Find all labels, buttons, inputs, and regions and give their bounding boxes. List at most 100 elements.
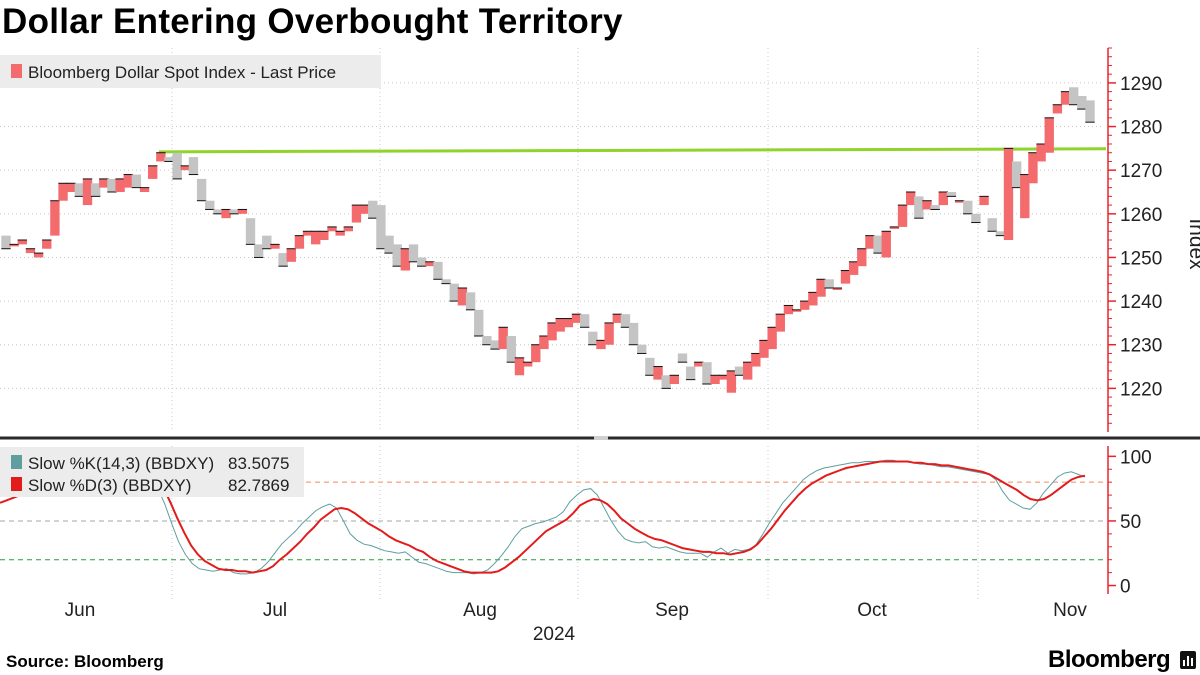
- slow-d-swatch: [11, 477, 22, 491]
- price-bar-down: [995, 231, 1006, 236]
- x-axis-month-label: Sep: [655, 600, 689, 621]
- price-bar-down: [408, 244, 419, 262]
- price-bar-up: [539, 336, 549, 350]
- price-bar-down: [131, 174, 142, 188]
- panel-divider-handle[interactable]: [594, 436, 608, 440]
- price-bar-up: [832, 288, 843, 290]
- price-bar-down: [433, 261, 443, 280]
- price-bar-up: [694, 362, 704, 367]
- price-bar-down: [645, 357, 655, 376]
- price-bar-up: [221, 209, 231, 219]
- price-bar-down: [368, 200, 378, 219]
- price-tick-label: 1220: [1120, 379, 1162, 400]
- price-bar-down: [1085, 100, 1095, 123]
- price-legend-label: Bloomberg Dollar Spot Index - Last Price: [28, 63, 336, 82]
- price-bar-down: [376, 205, 386, 249]
- price-bar-up: [237, 209, 248, 214]
- x-axis-labels: Jun Jul Aug Sep Oct Nov: [65, 600, 1088, 621]
- price-tick-label: 1250: [1120, 248, 1162, 269]
- price-bar-up: [816, 279, 826, 297]
- price-bar-down: [637, 344, 647, 354]
- price-axis: 1220 1230 1240 1250 1260 1270 1280 1290: [1107, 47, 1162, 432]
- price-bar-up: [302, 231, 313, 236]
- price-bar-up: [1003, 148, 1014, 240]
- price-bar-down: [946, 192, 957, 197]
- source-note: Source: Bloomberg: [6, 652, 164, 672]
- price-bar-up: [286, 248, 296, 262]
- price-tick-label: 1230: [1120, 336, 1162, 357]
- price-tick-label: 1260: [1120, 205, 1162, 226]
- price-bar-up: [66, 183, 76, 192]
- price-bar-up: [604, 322, 614, 345]
- chart-title: Dollar Entering Overbought Territory: [2, 2, 623, 41]
- oscillator-tick-label: 50: [1120, 512, 1141, 533]
- oscillator-axis: 0 50 100: [1107, 446, 1152, 598]
- price-bar-down: [482, 336, 492, 345]
- price-tick-label: 1290: [1120, 74, 1162, 95]
- slow-k-swatch: [11, 455, 22, 469]
- x-axis-month-label: Jun: [65, 600, 96, 621]
- source-value: Bloomberg: [74, 652, 164, 671]
- price-legend-box: [0, 55, 381, 88]
- price-bar-up: [979, 196, 989, 206]
- price-bar-up: [9, 244, 19, 247]
- price-bar-down: [930, 205, 940, 210]
- price-bar-down: [164, 157, 174, 162]
- price-bar-up: [775, 314, 785, 332]
- price-bars: [1, 87, 1095, 393]
- price-bar-down: [90, 183, 101, 197]
- price-bar-up: [800, 301, 810, 310]
- price-bar-up: [889, 226, 900, 229]
- price-bar-up: [50, 200, 60, 236]
- price-bar-up: [767, 327, 777, 350]
- slow-k-value: 83.5075: [228, 454, 289, 473]
- price-bar-down: [1077, 96, 1087, 110]
- oscillator-legend-box: [0, 447, 304, 497]
- price-bar-up: [783, 305, 794, 315]
- price-bar-up: [922, 200, 932, 210]
- price-bar-down: [506, 336, 517, 363]
- price-bar-up: [547, 322, 557, 341]
- x-axis-month-label: Aug: [463, 600, 497, 621]
- x-axis-year: 2024: [533, 624, 576, 645]
- price-tick-label: 1280: [1120, 118, 1162, 139]
- price-bar-up: [335, 231, 345, 236]
- price-tick-label: 1240: [1120, 292, 1162, 313]
- price-bar-down: [873, 235, 883, 254]
- price-bar-up: [1020, 174, 1030, 219]
- price-bar-down: [74, 183, 85, 197]
- price-bar-down: [205, 200, 215, 210]
- price-bar-up: [710, 375, 720, 384]
- price-bar-up: [270, 244, 280, 249]
- price-bar-up: [1044, 117, 1054, 153]
- price-bar-down: [579, 314, 590, 328]
- price-bar-up: [42, 240, 52, 249]
- price-bar-down: [588, 331, 598, 345]
- price-bar-up: [139, 187, 150, 192]
- price-bar-up: [840, 270, 851, 284]
- price-bar-down: [824, 279, 834, 288]
- price-bar-up: [938, 192, 948, 206]
- price-bar-up: [33, 253, 44, 258]
- price-bar-up: [425, 261, 435, 267]
- price-bar-up: [612, 314, 622, 323]
- price-bar-up: [1052, 104, 1063, 114]
- price-bar-up: [17, 240, 27, 245]
- price-bar-down: [734, 366, 745, 376]
- price-bar-up: [791, 309, 802, 312]
- price-bar-down: [963, 200, 973, 214]
- price-bar-down: [914, 196, 924, 219]
- price-bar-up: [148, 165, 158, 179]
- price-legend-swatch: [11, 64, 22, 78]
- bloomberg-logo: Bloomberg: [1048, 646, 1171, 673]
- price-bar-down: [620, 314, 631, 328]
- price-bar-down: [971, 213, 981, 223]
- price-bar-down: [628, 322, 639, 345]
- price-bar-up: [563, 318, 574, 328]
- price-bar-up: [123, 174, 133, 188]
- price-bar-down: [196, 178, 207, 201]
- price-bar-down: [441, 279, 451, 284]
- price-bar-up: [25, 248, 36, 254]
- price-bar-up: [759, 340, 769, 358]
- oscillator-tick-label: 0: [1120, 577, 1131, 598]
